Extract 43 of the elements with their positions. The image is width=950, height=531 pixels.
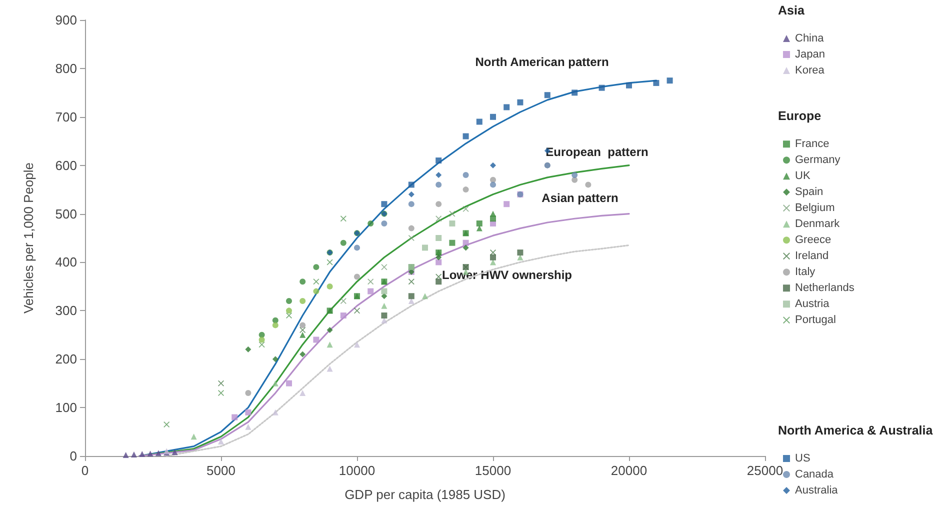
x-tick-label: 25000	[746, 463, 784, 478]
legend-label: China	[795, 32, 825, 44]
legend-label: Belgium	[795, 202, 835, 214]
annotation: North American pattern	[475, 55, 609, 69]
y-tick-label: 200	[55, 352, 77, 367]
legend-label: Canada	[795, 468, 834, 480]
legend-label: Portugal	[795, 314, 836, 326]
legend-label: Ireland	[795, 250, 829, 262]
y-tick-label: 100	[55, 400, 77, 416]
annotation: Lower HWV ownership	[442, 268, 572, 282]
x-tick-label: 20000	[610, 463, 648, 478]
y-tick-label: 500	[55, 206, 77, 222]
y-tick-label: 400	[55, 254, 77, 270]
annotation: Asian pattern	[542, 191, 618, 205]
legend-label: UK	[795, 170, 811, 182]
legend-label: US	[795, 452, 810, 464]
x-tick-label: 0	[81, 463, 89, 478]
x-tick-label: 10000	[338, 463, 376, 478]
legend-label: Japan	[795, 48, 825, 60]
y-tick-label: 700	[55, 109, 77, 124]
legend-label: Netherlands	[795, 282, 855, 294]
legend-label: Australia	[795, 484, 839, 496]
y-tick-label: 900	[55, 12, 77, 28]
x-tick-label: 15000	[474, 463, 512, 478]
legend-label: Italy	[795, 266, 816, 278]
legend-label: Denmark	[795, 218, 840, 230]
annotation: European pattern	[546, 145, 648, 159]
y-tick-label: 0	[70, 448, 77, 464]
text: Europe	[778, 109, 822, 124]
legend-label: Spain	[795, 186, 824, 198]
y-tick-label: 800	[55, 60, 77, 76]
legend-label: Korea	[795, 64, 826, 76]
text: Asia	[778, 4, 806, 18]
legend-label: Germany	[795, 154, 841, 166]
legend-label: Greece	[795, 234, 832, 246]
x-axis-title: GDP per capita (1985 USD)	[344, 487, 506, 502]
legend-label: France	[795, 138, 830, 150]
y-tick-label: 300	[55, 303, 77, 318]
text: North America & Australia	[778, 424, 934, 438]
x-tick-label: 5000	[206, 463, 236, 478]
legend-label: Austria	[795, 298, 830, 310]
y-tick-label: 600	[55, 158, 77, 173]
y-axis-title: Vehicles per 1,000 People	[21, 162, 36, 314]
